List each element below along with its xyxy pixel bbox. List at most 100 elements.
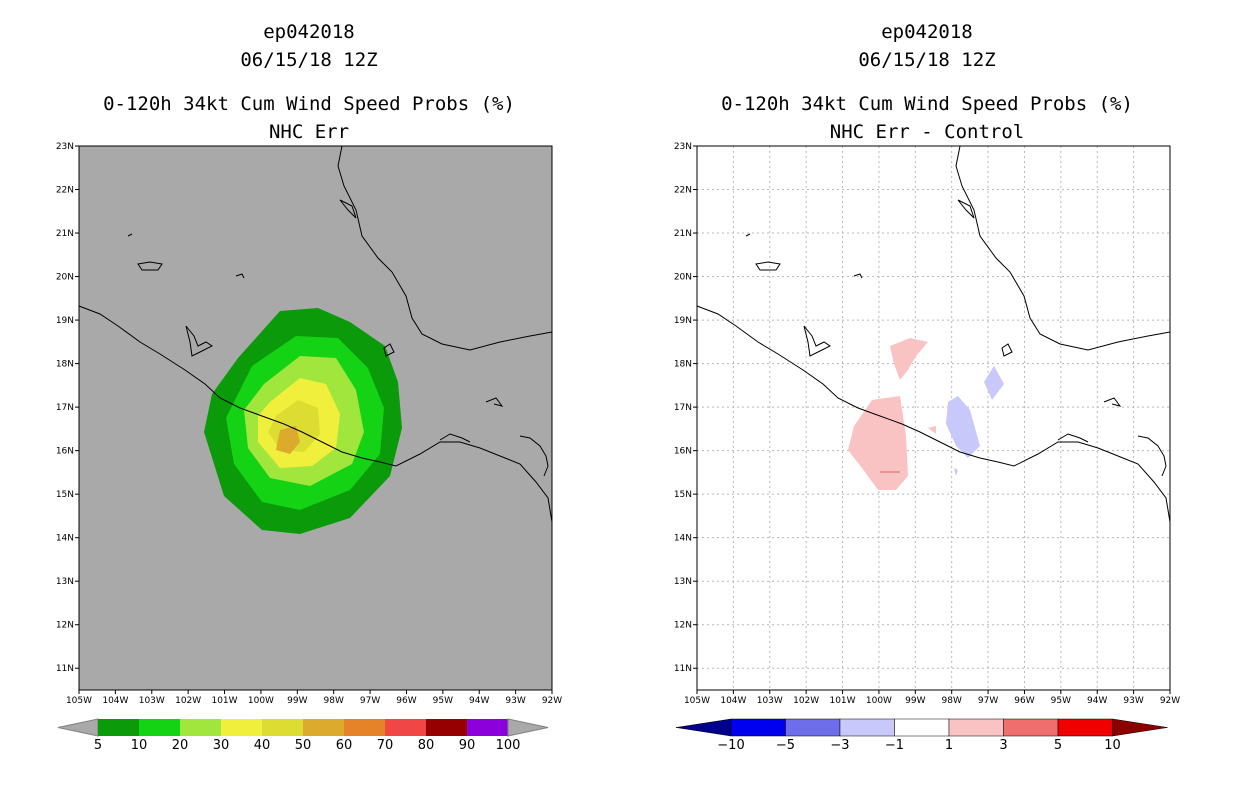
lat-tick-label: 17N bbox=[674, 403, 692, 413]
lon-tick-label: 95W bbox=[1051, 696, 1071, 706]
colorbar-label: 80 bbox=[418, 738, 435, 753]
colorbar-swatch bbox=[221, 719, 262, 736]
lon-tick-label: 98W bbox=[942, 696, 962, 706]
lon-tick-label: 96W bbox=[396, 696, 416, 706]
lat-tick-label: 14N bbox=[674, 534, 692, 544]
colorbar-label: 100 bbox=[496, 738, 521, 753]
panel-subtitle: NHC Err bbox=[268, 121, 350, 143]
lat-tick-label: 20N bbox=[674, 273, 692, 283]
lat-tick-label: 17N bbox=[56, 403, 74, 413]
colorbar-low-triangle bbox=[675, 718, 732, 737]
colorbar-label: 20 bbox=[172, 738, 189, 753]
datetime: 06/15/18 12Z bbox=[240, 49, 378, 71]
contour-50 bbox=[276, 426, 300, 454]
colorbar-label: 5 bbox=[94, 738, 102, 753]
lon-tick-label: 93W bbox=[505, 696, 525, 706]
storm-id: ep042018 bbox=[263, 21, 355, 43]
storm-id: ep042018 bbox=[881, 21, 973, 43]
colorbar-label: 30 bbox=[213, 738, 230, 753]
colorbar-high-triangle bbox=[1112, 718, 1168, 737]
colorbar-label: 10 bbox=[1104, 738, 1121, 753]
colorbar: 5 10 20 30 40 50 60 70 80 90 100 bbox=[57, 718, 549, 753]
lat-tick-label: 18N bbox=[674, 360, 692, 370]
lon-tick-label: 100W bbox=[866, 696, 892, 706]
right-panel: ep042018 06/15/18 12Z 0-120h 34kt Cum Wi… bbox=[618, 0, 1236, 800]
lat-tick-label: 12N bbox=[56, 621, 74, 631]
lon-tick-label: 94W bbox=[469, 696, 489, 706]
colorbar-label: 50 bbox=[295, 738, 312, 753]
lon-tick-label: 104W bbox=[102, 696, 128, 706]
negative-diff-area bbox=[984, 366, 1004, 400]
colorbar-label: 40 bbox=[254, 738, 271, 753]
lat-tick-label: 14N bbox=[56, 534, 74, 544]
colorbar-swatch bbox=[894, 718, 950, 737]
colorbar-label: 3 bbox=[999, 738, 1007, 753]
difference-contours bbox=[848, 338, 1004, 490]
colorbar-label: −5 bbox=[776, 738, 795, 753]
lat-tick-label: 21N bbox=[56, 229, 74, 239]
lat-tick-label: 19N bbox=[674, 316, 692, 326]
lon-tick-label: 102W bbox=[175, 696, 201, 706]
lat-tick-label: 22N bbox=[674, 186, 692, 196]
colorbar-swatch bbox=[467, 719, 508, 736]
colorbar-swatch bbox=[344, 719, 385, 736]
colorbar-label: 60 bbox=[336, 738, 353, 753]
lat-tick-label: 11N bbox=[674, 664, 692, 674]
lat-tick-label: 23N bbox=[56, 142, 74, 152]
map-background bbox=[697, 146, 1170, 690]
lon-axis: 105W 104W 103W 102W 101W 100W 99W 98W 97W 96W 95W 9… bbox=[684, 690, 1180, 706]
lon-tick-label: 101W bbox=[211, 696, 237, 706]
lon-tick-label: 102W bbox=[793, 696, 819, 706]
lat-tick-label: 13N bbox=[56, 577, 74, 587]
colorbar-swatch bbox=[839, 718, 895, 737]
lon-tick-label: 99W bbox=[287, 696, 307, 706]
lon-tick-label: 94W bbox=[1087, 696, 1107, 706]
negative-diff-area bbox=[954, 468, 958, 476]
product-title: 0-120h 34kt Cum Wind Speed Probs (%) bbox=[103, 93, 515, 115]
lon-axis: 105W 104W 103W 102W 101W 100W 99W 98W 97W 96W 95W 9… bbox=[66, 690, 562, 706]
lat-tick-label: 13N bbox=[674, 577, 692, 587]
colorbar-label: −1 bbox=[885, 738, 904, 753]
lat-tick-label: 20N bbox=[56, 273, 74, 283]
colorbar-label: −10 bbox=[717, 738, 744, 753]
datetime: 06/15/18 12Z bbox=[858, 49, 996, 71]
positive-diff-area bbox=[890, 338, 928, 380]
lon-tick-label: 105W bbox=[66, 696, 92, 706]
lon-tick-label: 100W bbox=[248, 696, 274, 706]
colorbar-swatch bbox=[262, 719, 303, 736]
positive-diff-area bbox=[848, 396, 908, 490]
lat-axis: 23N 22N 21N 20N 19N 18N 17N 16N 15N 14N 13N 12N 11N bbox=[56, 142, 79, 674]
colorbar-high-triangle bbox=[507, 718, 549, 737]
lon-tick-label: 98W bbox=[324, 696, 344, 706]
colorbar-swatch bbox=[426, 719, 467, 736]
lon-tick-label: 105W bbox=[684, 696, 710, 706]
colorbar-swatch bbox=[730, 718, 786, 737]
colorbar-swatch bbox=[1057, 718, 1113, 737]
lon-tick-label: 97W bbox=[360, 696, 380, 706]
lon-tick-label: 104W bbox=[720, 696, 746, 706]
lon-tick-label: 103W bbox=[757, 696, 783, 706]
lat-tick-label: 22N bbox=[56, 186, 74, 196]
colorbar-swatch bbox=[385, 719, 426, 736]
left-panel: ep042018 06/15/18 12Z 0-120h 34kt Cum Wi… bbox=[56, 21, 562, 753]
lon-tick-label: 101W bbox=[829, 696, 855, 706]
colorbar-swatch bbox=[180, 719, 221, 736]
colorbar: −10 −5 −3 −1 1 3 5 10 bbox=[675, 718, 1168, 753]
lon-tick-label: 99W bbox=[905, 696, 925, 706]
lat-tick-label: 11N bbox=[56, 664, 74, 674]
lat-axis: 23N 22N 21N 20N 19N 18N 17N 16N 15N 14N 13N 12N 11N bbox=[674, 142, 697, 674]
lat-tick-label: 19N bbox=[56, 316, 74, 326]
positive-diff-area bbox=[928, 426, 936, 434]
colorbar-label: 70 bbox=[377, 738, 394, 753]
colorbar-label: −3 bbox=[830, 738, 849, 753]
map-frame bbox=[78, 145, 553, 691]
lat-tick-label: 15N bbox=[56, 490, 74, 500]
colorbar-swatch bbox=[303, 719, 344, 736]
lon-tick-label: 92W bbox=[542, 696, 562, 706]
lon-tick-label: 95W bbox=[433, 696, 453, 706]
colorbar-label: 90 bbox=[459, 738, 476, 753]
probability-contours bbox=[204, 308, 402, 534]
product-title: 0-120h 34kt Cum Wind Speed Probs (%) bbox=[721, 93, 1133, 115]
colorbar-swatch bbox=[1003, 718, 1059, 737]
probability-map: 23N22N21N20N19N18N17N16N15N14N13N12N11N … bbox=[56, 142, 562, 706]
